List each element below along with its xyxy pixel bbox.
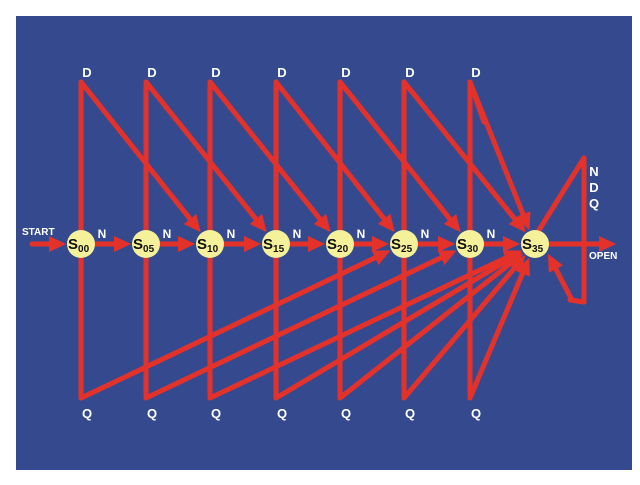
state-label-s05: S05 [133, 236, 155, 255]
start-label: START [22, 227, 55, 238]
state-s15 [262, 230, 290, 258]
quarter-arrow-s10 [207, 252, 515, 401]
nickel-label-s20: N [357, 227, 366, 241]
nickel-arrow-s10-arrowhead [244, 236, 261, 252]
state-s10 [196, 230, 224, 258]
dime-arrow-s20 [337, 79, 457, 228]
nickel-arrow-s00-arrowhead [114, 236, 131, 252]
open-label: OPEN [589, 251, 617, 262]
quarter-arrow-s30-arrowhead [515, 257, 530, 277]
nickel-label-s15: N [293, 227, 302, 241]
state-label-s00: S00 [68, 236, 90, 255]
dime-arrow-s15-arrowhead [377, 213, 395, 233]
nickel-label-s30: N [487, 227, 496, 241]
open-arrow-arrowhead [599, 236, 616, 252]
quarter-label-s25: Q [405, 406, 415, 421]
dime-label-s25: D [405, 65, 414, 80]
state-s35 [521, 230, 549, 258]
nickel-arrow-s20-arrowhead [372, 236, 389, 252]
nickel-arrow-s30-arrowhead [503, 236, 520, 252]
dime-label-s10: D [211, 65, 220, 80]
state-s25 [390, 230, 418, 258]
quarter-label-s05: Q [147, 406, 157, 421]
dime-label-s15: D [277, 65, 286, 80]
start-arrow-arrowhead [49, 236, 66, 252]
state-s05 [132, 230, 160, 258]
state-label-s20: S20 [327, 236, 349, 255]
nickel-arrow-s05-arrowhead [178, 236, 195, 252]
quarter-label-s00: Q [82, 406, 92, 421]
quarter-arrow-s00 [78, 252, 384, 401]
nickel-arrow-s25-arrowhead [438, 236, 455, 252]
dime-label-s00: D [82, 65, 91, 80]
dime-arrow-s15 [273, 79, 392, 227]
state-label-s25: S25 [391, 236, 413, 255]
nickel-label-s10: N [227, 227, 236, 241]
dime-arrow-s00 [78, 79, 197, 227]
dime-arrow-s05 [143, 79, 263, 228]
state-s00 [67, 230, 95, 258]
dime-arrow-s25 [401, 79, 522, 228]
nickel-label-s00: N [98, 227, 107, 241]
state-s30 [456, 230, 484, 258]
quarter-label-s30: Q [471, 406, 481, 421]
state-label-s30: S30 [457, 236, 479, 255]
dime-arrow-s20-arrowhead [443, 214, 461, 233]
nickel-label-s25: N [421, 227, 430, 241]
quarter-arrow-s25 [401, 260, 522, 401]
dime-arrow-s30-arrowhead [515, 211, 531, 231]
dime-label-s30: D [471, 65, 480, 80]
state-label-s10: S10 [197, 236, 219, 255]
dime-arrow-s10-arrowhead [313, 214, 331, 233]
quarter-arrow-s00-arrowhead [371, 250, 391, 265]
dime-arrow-s05-arrowhead [249, 214, 267, 233]
quarter-arrow-s30 [467, 264, 528, 401]
quarter-arrow-s20 [337, 256, 518, 401]
quarter-arrow-s05 [143, 252, 450, 401]
quarter-arrow-s05-arrowhead [437, 250, 457, 265]
quarter-arrow-s15 [273, 254, 517, 401]
dime-arrow-s00-arrowhead [183, 213, 201, 233]
state-label-s15: S15 [263, 236, 285, 255]
dime-label-s20: D [341, 65, 350, 80]
nickel-arrow-s15-arrowhead [308, 236, 325, 252]
nickel-label-s05: N [163, 227, 172, 241]
self-loop-up [536, 155, 587, 233]
state-label-s35: S35 [522, 236, 544, 255]
transition-edges [29, 79, 616, 401]
self-loop-label-1: D [589, 180, 598, 195]
dime-arrow-s10 [207, 79, 327, 228]
state-s20 [326, 230, 354, 258]
self-loop-label-2: Q [589, 196, 599, 211]
quarter-label-s15: Q [277, 406, 287, 421]
quarter-label-s10: Q [211, 406, 221, 421]
dime-riser-s30-extra [467, 79, 487, 125]
dime-label-s05: D [147, 65, 156, 80]
state-nodes: S00 S05 S10 S15 S20 S25 S30 S35 [67, 230, 549, 258]
quarter-label-s20: Q [341, 406, 351, 421]
self-loop-label-0: N [589, 164, 598, 179]
self-loop-return-arrowhead [548, 254, 563, 273]
